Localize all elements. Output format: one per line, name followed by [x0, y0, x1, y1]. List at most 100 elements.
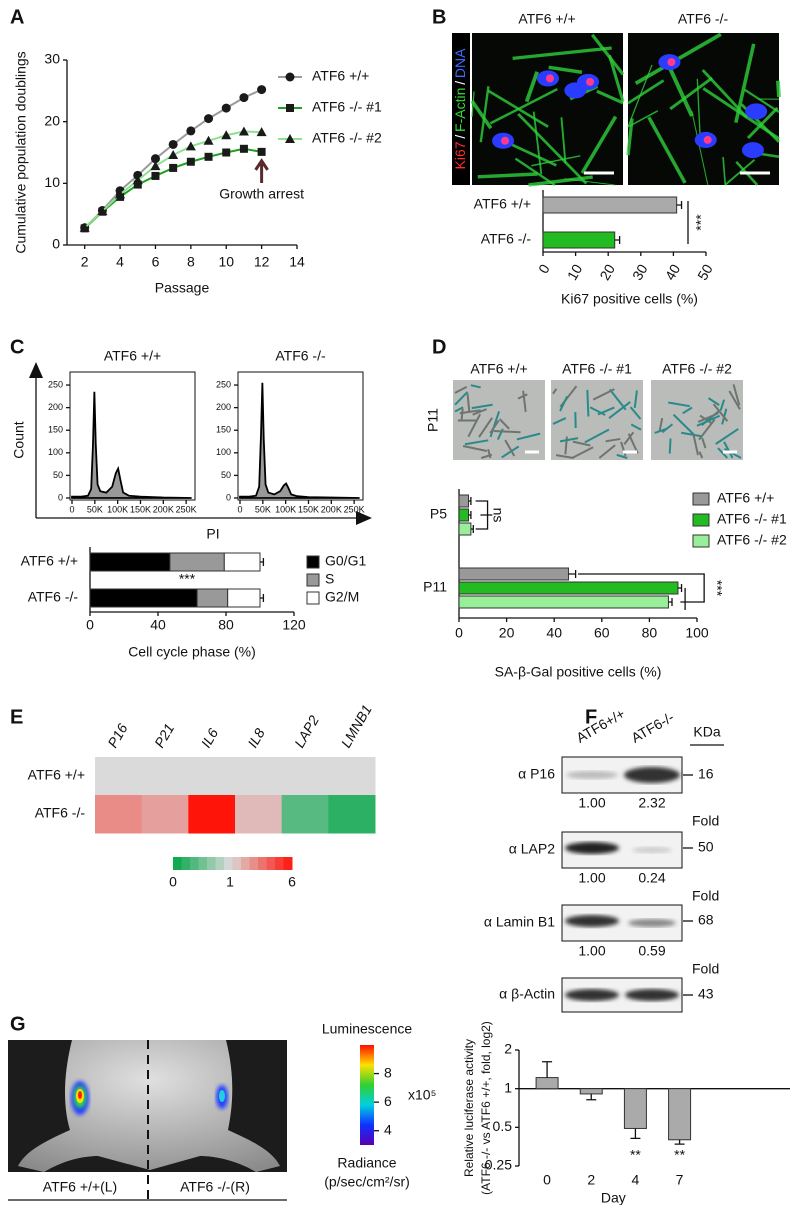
y-tick-label: 10: [44, 174, 60, 190]
heatmap-cell: [235, 795, 283, 834]
marker: [257, 85, 267, 95]
chart-title: ATF6 -/-: [275, 348, 326, 364]
fold: 0.24: [638, 870, 665, 886]
flow-axes: [29, 362, 372, 525]
marker: [186, 126, 196, 136]
colorbar-swatch: [190, 857, 199, 870]
kda: 50: [698, 839, 714, 855]
y-tick-label: 50: [221, 470, 231, 480]
y-tick-label: 100: [48, 447, 63, 457]
cell: [516, 432, 541, 441]
marker: [203, 135, 214, 145]
colorbar-swatch: [258, 857, 267, 870]
cell: [681, 431, 702, 438]
cell: [707, 397, 720, 406]
marker: [79, 222, 90, 232]
nucleus: [745, 103, 768, 120]
x-tick-label: 8: [187, 254, 195, 270]
x-tick-label: 50K: [87, 504, 103, 514]
fold: 2.32: [638, 795, 665, 811]
error-bar: [677, 584, 683, 592]
cell: [605, 437, 621, 443]
x-tick-label: 100K: [275, 504, 296, 514]
colorbar-tick-label: 4: [384, 1121, 392, 1137]
actin-fiber: [607, 54, 625, 102]
cell: [467, 413, 481, 438]
y-tick-label: 0: [52, 236, 60, 252]
annotation: ***: [179, 571, 196, 587]
x-tick-label: 0: [69, 504, 74, 514]
image-row-label: P11: [425, 408, 441, 432]
bar: [623, 1088, 647, 1129]
y-tick-label: 200: [216, 402, 231, 412]
marker: [221, 103, 231, 113]
cell: [697, 412, 719, 423]
imaging: ATF6 +/+(L) ATF6 -/-(R) Luminescence x10…: [8, 1021, 436, 1204]
cell: [692, 433, 699, 456]
error-bar: [468, 511, 472, 519]
legend-swatch: [692, 534, 710, 548]
cell: [728, 390, 741, 410]
cell: [462, 445, 488, 452]
cell: [472, 408, 487, 416]
nucleus: [564, 82, 587, 99]
x-tick-label: 150K: [130, 504, 151, 514]
image-title: ATF6 -/- #2: [662, 361, 732, 377]
marker: [285, 72, 295, 82]
annotation: **: [630, 1147, 641, 1163]
panel-label: C: [10, 336, 24, 358]
fold: 1.00: [578, 870, 605, 886]
colorbar-tick-label: 6: [384, 1093, 392, 1109]
colorbar-swatch: [207, 857, 216, 870]
column-label: P21: [151, 721, 177, 751]
band: [565, 989, 619, 1001]
image-title: ATF6 +/+: [470, 361, 527, 377]
image-label: ATF6 +/+(L): [43, 1179, 117, 1195]
cell: [489, 411, 501, 438]
panel-label: B: [432, 6, 446, 28]
actin-fiber: [489, 88, 558, 125]
ki67: [667, 58, 676, 67]
colorbar-swatch: [181, 857, 191, 870]
error-bar: [468, 497, 472, 505]
heatmap-cell: [281, 757, 329, 796]
legend-label: G0/G1: [325, 553, 366, 569]
colorbar-swatch: [241, 857, 250, 870]
band: [624, 767, 680, 783]
x-tick-label: 50K: [255, 504, 271, 514]
x-tick-label: 30: [629, 261, 651, 283]
legend-swatch: [306, 555, 320, 569]
fold-label: Fold: [692, 961, 719, 977]
cell: [498, 418, 510, 430]
x-tick-label: 40: [662, 261, 684, 283]
actin-fiber: [470, 99, 493, 130]
x-tick-label: 7: [676, 1172, 684, 1188]
marker: [186, 157, 195, 166]
cell: [598, 444, 616, 459]
fold-label: Fold: [692, 813, 719, 829]
actin-fiber: [477, 172, 538, 179]
x-tick-label: 20: [499, 625, 515, 641]
legend-swatch: [306, 591, 320, 605]
x-tick-label: 0: [86, 617, 94, 633]
y-tick-label: 150: [216, 425, 231, 435]
histogram: [239, 382, 360, 499]
heatmap-cell: [188, 795, 236, 834]
bar: [542, 196, 678, 214]
legend-label: ATF6 +/+: [717, 490, 774, 506]
category-label: ATF6 -/-: [481, 231, 532, 247]
histogram: [71, 391, 192, 499]
x-tick-label: 250K: [344, 504, 365, 514]
x-tick-label: 100K: [107, 504, 128, 514]
band: [625, 989, 679, 1001]
y-axis-label: Relative luciferase activity: [462, 1039, 476, 1177]
category-label: P5: [430, 506, 447, 522]
cell: [668, 438, 672, 454]
colorbar-swatch: [224, 857, 233, 870]
actin-fiber: [626, 118, 634, 156]
actin-fiber: [560, 117, 567, 164]
y-tick-label: 30: [44, 51, 60, 67]
actin-fiber: [471, 91, 475, 117]
image-title: ATF6 -/-: [678, 11, 729, 27]
category-label: ATF6 -/-: [28, 589, 79, 605]
